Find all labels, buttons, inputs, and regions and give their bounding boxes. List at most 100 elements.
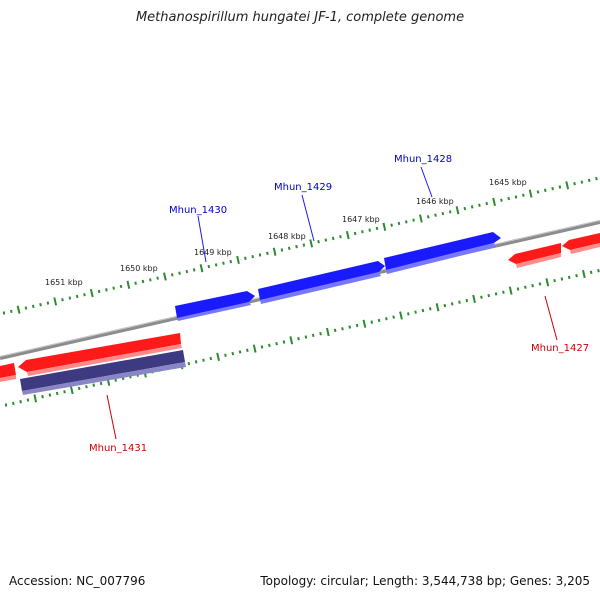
gene-label-mhun-1428[interactable]: Mhun_1428 bbox=[394, 154, 452, 165]
major-tick bbox=[289, 336, 294, 345]
minor-tick bbox=[375, 226, 379, 231]
tick-label-1648: 1648 kbp bbox=[268, 232, 306, 241]
minor-tick bbox=[19, 399, 22, 404]
minor-tick bbox=[238, 350, 242, 354]
minor-tick bbox=[10, 309, 13, 314]
minor-tick bbox=[41, 394, 44, 399]
minor-tick bbox=[480, 295, 483, 299]
minor-tick bbox=[331, 236, 335, 241]
minor-tick bbox=[224, 353, 227, 357]
minor-tick bbox=[75, 294, 79, 299]
major-tick bbox=[16, 305, 21, 314]
inner-tick-track bbox=[4, 268, 600, 407]
gene-mhun-1429[interactable] bbox=[258, 261, 385, 304]
minor-tick bbox=[68, 296, 72, 300]
minor-tick bbox=[46, 301, 50, 305]
minor-tick bbox=[522, 193, 525, 197]
minor-tick bbox=[258, 253, 262, 257]
leader-line-mhun-1429 bbox=[301, 194, 315, 242]
minor-tick bbox=[99, 381, 103, 386]
gene-label-mhun-1430[interactable]: Mhun_1430 bbox=[169, 205, 227, 216]
gene-mhun-1432[interactable] bbox=[18, 333, 182, 376]
minor-tick bbox=[31, 304, 35, 309]
minor-tick bbox=[448, 210, 452, 214]
minor-tick bbox=[317, 239, 320, 244]
minor-tick bbox=[187, 361, 191, 366]
gene-label-mhun-1427[interactable]: Mhun_1427 bbox=[531, 343, 589, 354]
major-tick bbox=[492, 197, 496, 207]
minor-tick bbox=[441, 211, 445, 216]
minor-tick bbox=[12, 401, 15, 406]
minor-tick bbox=[287, 246, 291, 251]
minor-tick bbox=[83, 293, 86, 297]
minor-tick bbox=[222, 261, 225, 265]
minor-tick bbox=[580, 180, 584, 184]
minor-tick bbox=[348, 325, 352, 329]
major-tick bbox=[565, 181, 570, 190]
minor-tick bbox=[421, 308, 425, 313]
major-tick bbox=[508, 286, 513, 295]
minor-tick bbox=[202, 358, 205, 362]
minor-tick bbox=[397, 221, 401, 226]
minor-tick bbox=[105, 288, 108, 292]
tick-label-1651: 1651 kbp bbox=[45, 278, 83, 287]
minor-tick bbox=[516, 287, 520, 291]
minor-tick bbox=[428, 307, 432, 311]
major-tick bbox=[69, 385, 74, 395]
minor-tick bbox=[589, 270, 593, 275]
minor-tick bbox=[434, 213, 437, 217]
minor-tick bbox=[355, 323, 359, 328]
minor-tick bbox=[194, 360, 198, 364]
minor-tick bbox=[465, 298, 469, 303]
gene-label-mhun-1431[interactable]: Mhun_1431 bbox=[89, 443, 147, 454]
minor-tick bbox=[246, 348, 249, 353]
major-tick bbox=[272, 247, 277, 256]
major-tick bbox=[382, 222, 387, 231]
minor-tick bbox=[361, 230, 364, 234]
major-tick bbox=[199, 264, 204, 273]
leader-line-mhun-1430 bbox=[197, 215, 207, 263]
major-tick bbox=[53, 297, 58, 306]
minor-tick bbox=[551, 186, 554, 191]
gene-mhun-1430[interactable] bbox=[175, 291, 255, 321]
minor-tick bbox=[268, 343, 271, 348]
minor-tick bbox=[339, 235, 342, 239]
tick-label-1645: 1645 kbp bbox=[489, 178, 527, 187]
major-tick bbox=[399, 311, 403, 320]
minor-tick bbox=[412, 218, 415, 222]
major-tick bbox=[309, 239, 314, 248]
minor-tick bbox=[85, 385, 88, 389]
gene-label-mhun-1429[interactable]: Mhun_1429 bbox=[274, 182, 332, 193]
minor-tick bbox=[407, 312, 410, 316]
minor-tick bbox=[92, 383, 96, 387]
minor-tick bbox=[524, 285, 527, 289]
minor-tick bbox=[478, 203, 481, 207]
minor-tick bbox=[458, 300, 461, 304]
gene-mhun-1428[interactable] bbox=[384, 232, 501, 274]
major-tick bbox=[419, 214, 423, 223]
minor-tick bbox=[260, 345, 264, 349]
minor-tick bbox=[385, 317, 388, 321]
minor-tick bbox=[97, 289, 101, 294]
major-tick bbox=[216, 352, 220, 362]
minor-tick bbox=[266, 251, 269, 256]
gene-mhun-1427-a[interactable] bbox=[508, 243, 561, 268]
minor-tick bbox=[370, 320, 374, 324]
map-title: Methanospirillum hungatei JF-1, complete… bbox=[135, 10, 465, 25]
major-tick bbox=[252, 344, 257, 353]
leader-line-mhun-1428 bbox=[420, 166, 433, 198]
gene-left-partial[interactable] bbox=[0, 363, 16, 382]
minor-tick bbox=[414, 310, 417, 314]
minor-tick bbox=[597, 268, 600, 273]
major-tick bbox=[545, 278, 550, 287]
genome-summary: Topology: circular; Length: 3,544,738 bp… bbox=[260, 574, 590, 588]
minor-tick bbox=[595, 176, 598, 181]
major-tick bbox=[345, 230, 350, 240]
gene-mhun-1431[interactable] bbox=[20, 350, 186, 395]
minor-tick bbox=[302, 243, 306, 247]
gene-mhun-1427-b[interactable] bbox=[562, 233, 600, 254]
minor-tick bbox=[282, 340, 286, 344]
minor-tick bbox=[297, 336, 300, 341]
major-tick bbox=[362, 319, 367, 328]
